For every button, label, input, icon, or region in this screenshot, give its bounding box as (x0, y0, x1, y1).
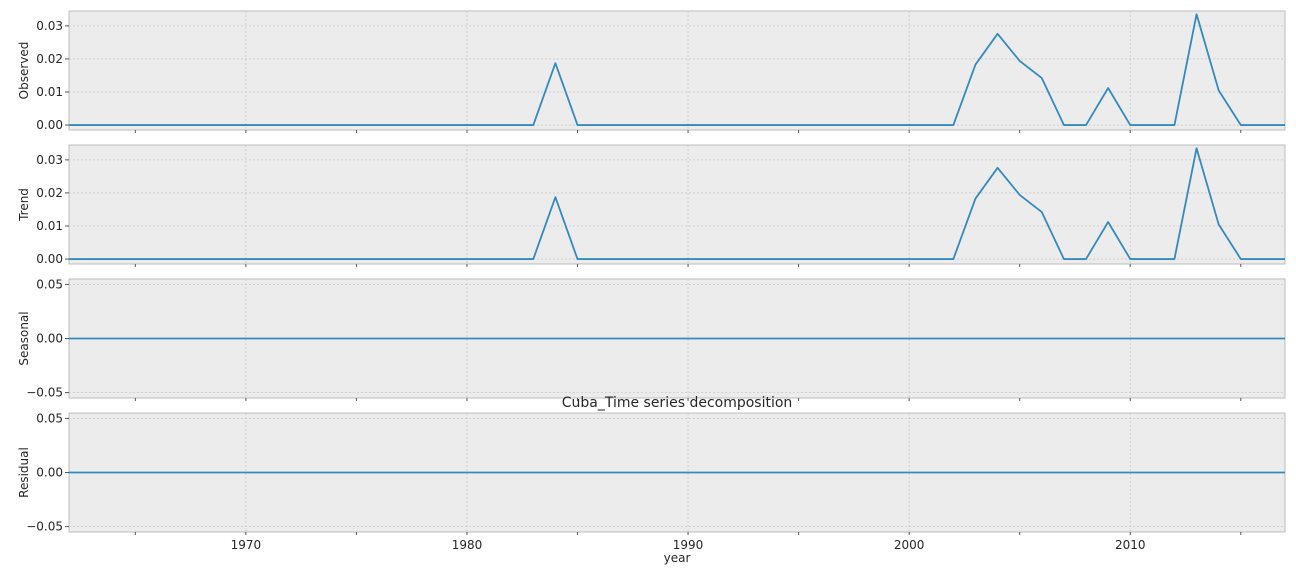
y-tick-label: 0.03 (36, 19, 63, 33)
x-tick-label: 1980 (452, 538, 483, 552)
y-tick-label: 0.00 (36, 118, 63, 132)
y-tick-label: 0.00 (36, 332, 63, 346)
panel-background (68, 144, 1286, 265)
y-tick-label: 0.05 (36, 277, 63, 291)
panel-trend: 0.00 0.01 0.02 0.03 Trend (17, 144, 1286, 267)
y-tick-label: 0.03 (36, 153, 63, 167)
chart-title: Cuba_Time series decomposition (562, 395, 793, 411)
series-line-trend (69, 147, 1285, 260)
y-tick-label: −0.05 (26, 386, 63, 400)
x-tick-label: 1970 (231, 538, 262, 552)
panels-group: 0.00 0.01 0.02 0.03 Observed 0.00 0.01 0.02 0.03… (17, 10, 1286, 552)
y-tick-label: 0.01 (36, 85, 63, 99)
y-axis-label-trend: Trend (17, 188, 31, 222)
y-axis-label-observed: Observed (17, 42, 31, 100)
x-tick-label: 2010 (1115, 538, 1146, 552)
x-axis-label: year (664, 551, 691, 565)
x-tick-label: 1990 (673, 538, 704, 552)
panel-residual: −0.05 0.00 0.05 Residual 1970 1980 1990 2000 201… (17, 411, 1286, 552)
series-line-observed (69, 13, 1285, 126)
y-tick-label: 0.05 (36, 411, 63, 425)
y-tick-label: 0.02 (36, 186, 63, 200)
y-tick-label: 0.02 (36, 52, 63, 66)
x-tick-label: 2000 (894, 538, 925, 552)
y-tick-label: 0.00 (36, 466, 63, 480)
y-tick-label: −0.05 (26, 520, 63, 534)
panel-observed: 0.00 0.01 0.02 0.03 Observed (17, 10, 1286, 133)
panel-background (68, 10, 1286, 131)
panel-seasonal: −0.05 0.00 0.05 Seasonal (17, 277, 1286, 401)
y-axis-label-residual: Residual (17, 447, 31, 498)
y-tick-label: 0.01 (36, 219, 63, 233)
y-tick-label: 0.00 (36, 252, 63, 266)
y-axis-label-seasonal: Seasonal (17, 311, 31, 365)
